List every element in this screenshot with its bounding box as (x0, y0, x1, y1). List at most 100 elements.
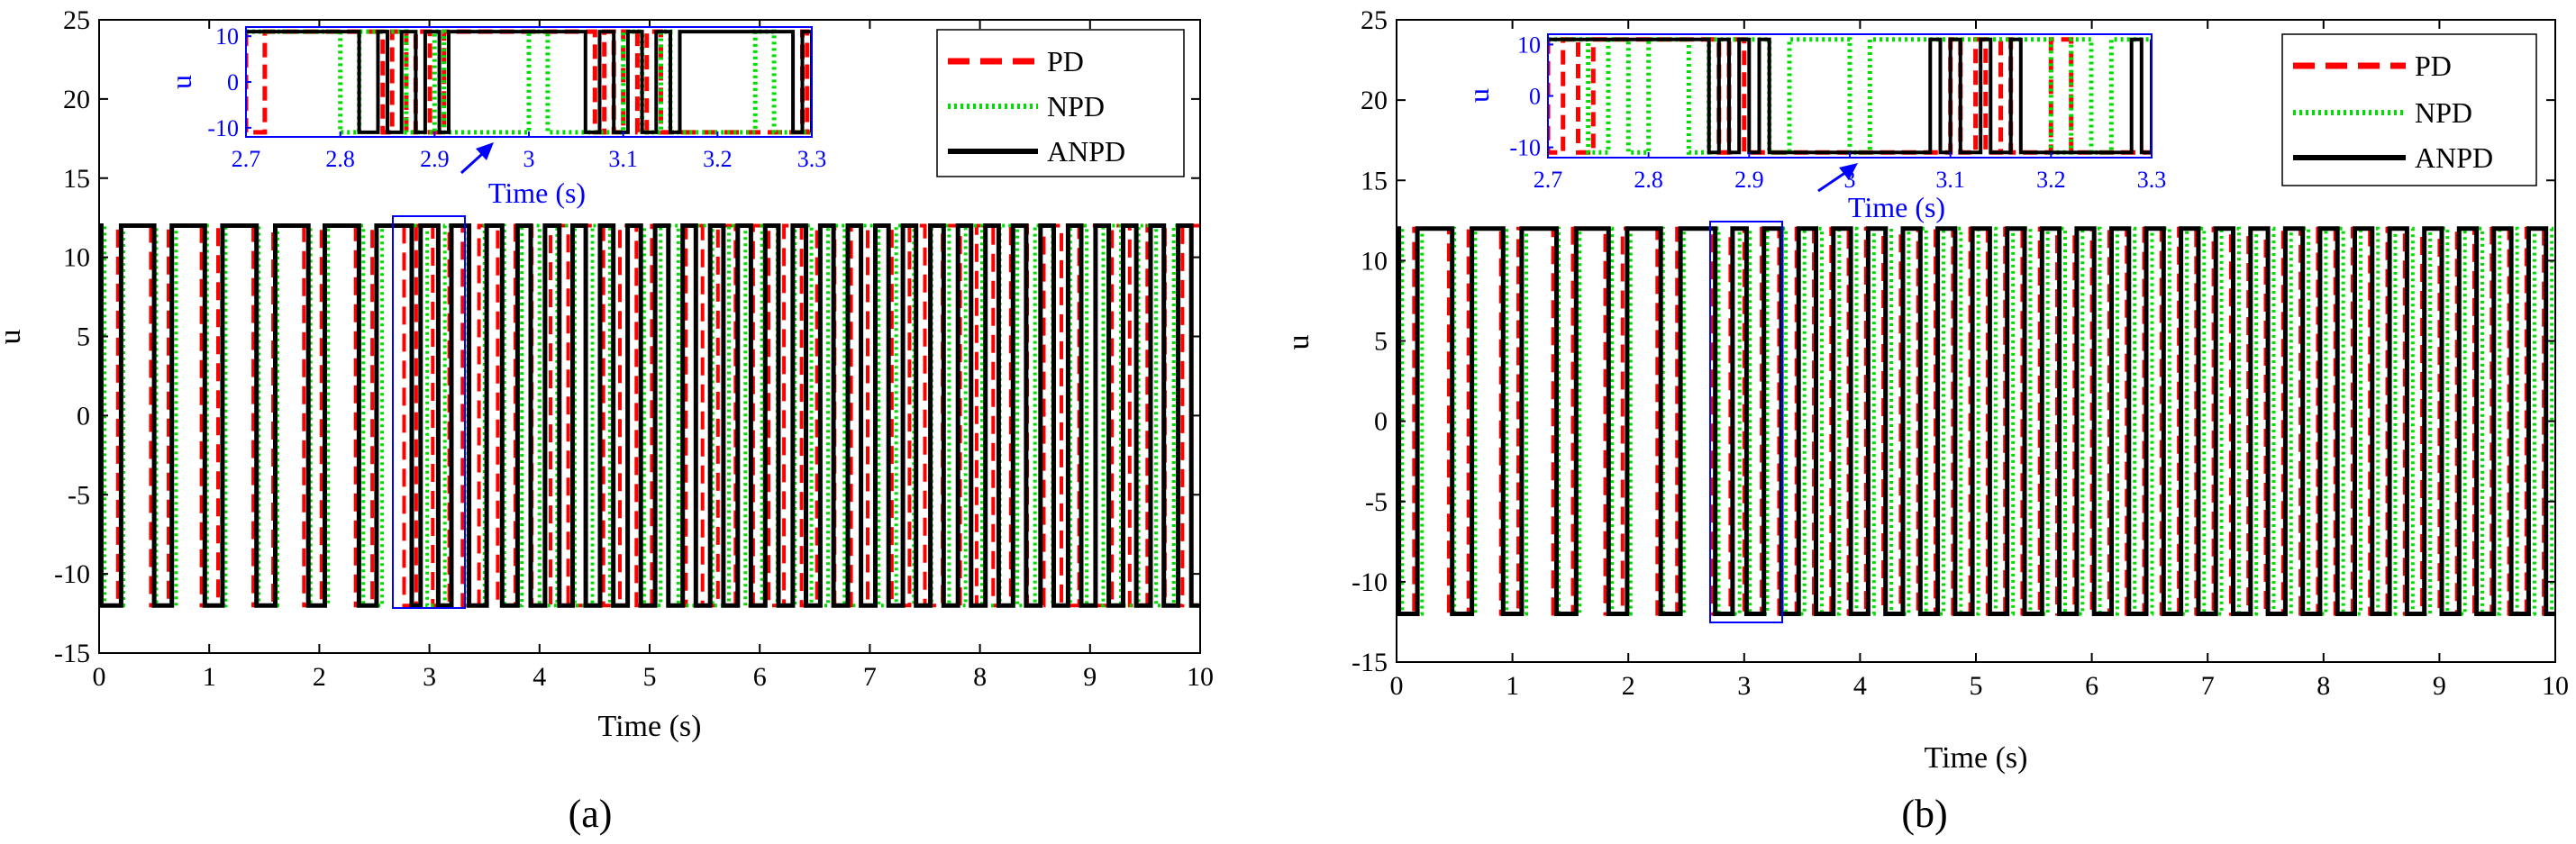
panel-a-ytick-label: -15 (54, 639, 90, 668)
panel-a-xtick-label: 8 (973, 662, 987, 692)
panel-a-ytick-label: 20 (63, 85, 90, 114)
panel-b-ticks: 0 1 2 3 4 5 6 7 8 9 10 -15 -10 -5 0 5 10 15 20 25 (1352, 5, 2569, 701)
panel-a-inset-xlabel: Time (s) (488, 177, 586, 209)
panel-b-inset-xtick-label: 2.8 (1634, 167, 1663, 193)
panel-a-inset-ticks: 2.7 2.8 2.9 3 3.1 3.2 3.3 10 0 -10 (207, 23, 826, 172)
panel-a-ticks: 0 1 2 3 4 5 6 7 8 9 10 -15 -10 -5 0 5 10 15 20 25 (54, 5, 1214, 692)
panel-b-xtick-label: 1 (1506, 671, 1519, 701)
panel-b-inset-ytick-label: -10 (1509, 135, 1541, 161)
panel-b-xtick-label: 7 (2201, 671, 2215, 701)
panel-a-series-pd (99, 223, 1200, 608)
panel-a-legend-anpd: ANPD (1047, 135, 1125, 168)
panel-a-xtick-label: 6 (753, 662, 767, 692)
panel-b-legend-anpd: ANPD (2415, 141, 2493, 174)
panel-a-inset-xtick-label: 3.2 (703, 146, 733, 172)
panel-a-inset-series-anpd (246, 30, 812, 134)
panel-b-series-anpd (1397, 226, 2555, 616)
panel-a-inset-ytick-label: 10 (215, 23, 239, 50)
panel-b-xtick-label: 4 (1853, 671, 1867, 701)
panel-a-series (99, 223, 1200, 608)
panel-a-zoom-region (392, 215, 466, 609)
panel-a-inset-xtick-label: 2.9 (420, 146, 450, 172)
panel-a-legend-pd: PD (1047, 45, 1084, 77)
panel-a-ytick-label: 5 (77, 322, 90, 352)
panel-a-ylabel: u (0, 330, 27, 345)
panel-b-xtick-label: 9 (2433, 671, 2446, 701)
panel-b-ytick-label: 10 (1361, 246, 1388, 276)
panel-b-inset-series-anpd (1548, 37, 2152, 155)
panel-a-inset-ytick-label: -10 (207, 115, 239, 141)
panel-a-ytick-label: 25 (63, 5, 90, 35)
panel-a-inset-xtick-label: 3.1 (608, 146, 638, 172)
panel-b-inset-xtick-label: 3.1 (1935, 167, 1965, 193)
panel-a-xtick-label: 5 (643, 662, 657, 692)
panel-b-ytick-label: 0 (1374, 407, 1388, 437)
panel-a-xtick-label: 4 (532, 662, 546, 692)
panel-b-xtick-label: 6 (2085, 671, 2098, 701)
panel-b-ytick-label: 15 (1361, 166, 1388, 195)
panel-a-xtick-label: 0 (93, 662, 106, 692)
panel-b-inset-ylabel: u (1462, 88, 1495, 103)
panel-b-ylabel: u (1282, 335, 1315, 350)
panel-a-legend: PD NPD ANPD (936, 29, 1185, 177)
panel-a-inset-xtick-label: 2.8 (325, 146, 355, 172)
panel-a-inset-xtick-label: 3 (523, 146, 535, 172)
panel-b-inset-xtick-label: 3.2 (2036, 167, 2066, 193)
panel-a-xtick-label: 7 (863, 662, 877, 692)
panel-b-series-npd (1397, 226, 2555, 616)
panel-a-xtick-label: 9 (1083, 662, 1097, 692)
panel-b-xlabel: Time (s) (1925, 741, 2028, 775)
panel-b-legend-pd: PD (2415, 50, 2452, 82)
panel-a-ytick-label: 10 (63, 243, 90, 273)
panel-b-zoom-arrowhead (1839, 163, 1858, 180)
panel-b-inset-xtick-label: 2.9 (1734, 167, 1764, 193)
panel-a-caption: (a) (569, 792, 613, 836)
panel-a-inset-xtick-label: 3.3 (797, 146, 827, 172)
panel-b-inset-xlabel: Time (s) (1848, 191, 1945, 223)
panel-b-xtick-label: 0 (1390, 671, 1404, 701)
panel-a-series-npd (99, 223, 1200, 608)
panel-b-legend: PD NPD ANPD (2281, 33, 2537, 186)
panel-a-xtick-label: 10 (1187, 662, 1214, 692)
panel-b-zoom-region (1709, 221, 1783, 623)
panel-a-xlabel: Time (s) (598, 710, 702, 743)
panel-b-inset-series (1548, 37, 2152, 155)
panel-b-caption: (b) (1901, 792, 1947, 836)
panel-a-xtick-label: 3 (423, 662, 436, 692)
panel-b-ytick-label: 25 (1361, 5, 1388, 35)
panel-b-inset: 2.7 2.8 2.9 3 3.1 3.2 3.3 10 0 -10 Time (s) u (1462, 32, 2166, 223)
panel-a-zoom-arrowhead (476, 142, 494, 160)
panel-b-ytick-label: 20 (1361, 86, 1388, 115)
panel-b-xtick-label: 10 (2542, 671, 2569, 701)
panel-a-xtick-label: 1 (203, 662, 216, 692)
panel-b-legend-npd: NPD (2415, 96, 2472, 129)
panel-b-xtick-label: 3 (1737, 671, 1751, 701)
panel-b-inset-ytick-label: 10 (1517, 32, 1541, 58)
panel-b-inset-ticks: 2.7 2.8 2.9 3 3.1 3.2 3.3 10 0 -10 (1509, 32, 2166, 193)
panel-a-ytick-label: 15 (63, 164, 90, 194)
panel-a-inset-series (246, 29, 812, 135)
panel-a-ytick-label: -10 (54, 559, 90, 589)
panel-b-series (1397, 226, 2555, 616)
panel-b-inset-xtick-label: 3.3 (2137, 167, 2167, 193)
panel-b-ytick-label: -10 (1352, 567, 1388, 597)
panel-b-xtick-label: 8 (2317, 671, 2330, 701)
panel-a-ytick-label: -5 (68, 480, 90, 510)
panel-a-legend-npd: NPD (1047, 90, 1105, 123)
panel-a-inset-ytick-label: 0 (227, 69, 239, 95)
panel-b-xtick-label: 5 (1970, 671, 1983, 701)
panel-b-xtick-label: 2 (1622, 671, 1635, 701)
panel-a-inset: 2.7 2.8 2.9 3 3.1 3.2 3.3 10 0 -10 Time (s) u (165, 23, 826, 209)
panel-b-inset-xtick-label: 3 (1844, 167, 1856, 193)
panel-a-inset-xtick-label: 2.7 (232, 146, 261, 172)
panel-a-ytick-label: 0 (77, 401, 90, 431)
panel-b-ytick-label: -15 (1352, 648, 1388, 677)
panel-b-series-pd (1397, 226, 2555, 616)
panel-b-ytick-label: -5 (1365, 487, 1388, 517)
panel-a-series-anpd (99, 223, 1200, 608)
panel-b-inset-ytick-label: 0 (1529, 84, 1541, 110)
panel-b-ytick-label: 5 (1374, 327, 1388, 357)
